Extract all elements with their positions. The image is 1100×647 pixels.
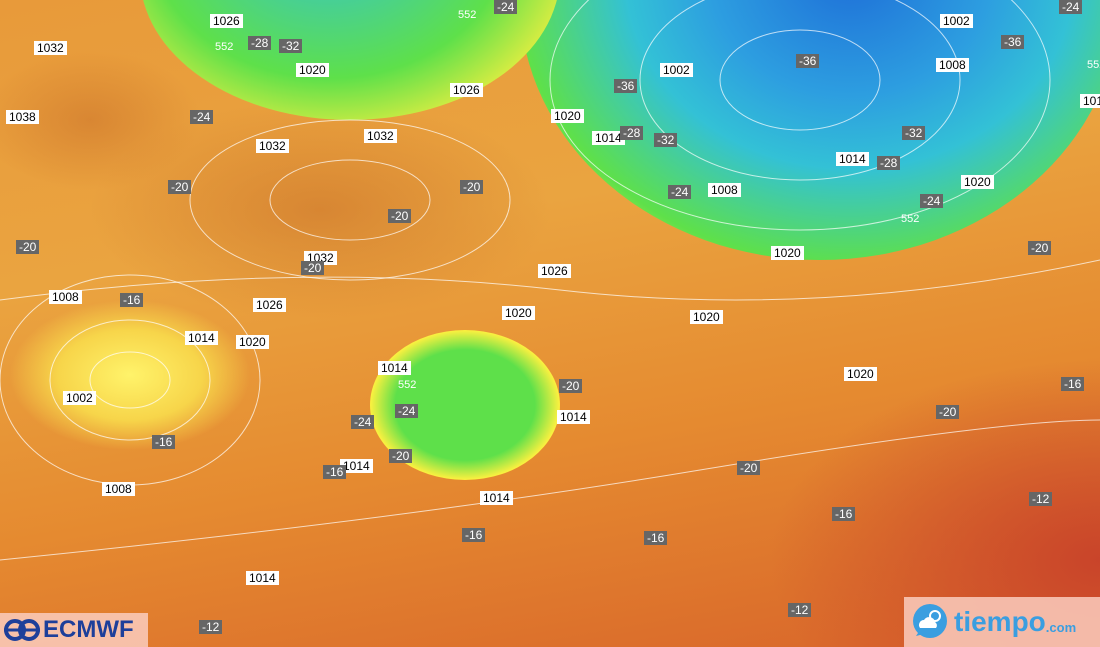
pressure-label: 1020 — [690, 310, 723, 324]
pressure-label: 1002 — [940, 14, 973, 28]
temperature-label: -28 — [248, 36, 272, 50]
temperature-label: -16 — [120, 293, 144, 307]
geopotential-contour-label: 552 — [458, 9, 477, 21]
pressure-label: 1032 — [364, 129, 397, 143]
pressure-label: 1032 — [34, 41, 67, 55]
pressure-label: 1020 — [844, 367, 877, 381]
temperature-label: -20 — [737, 461, 761, 475]
pressure-label: 1014 — [480, 491, 513, 505]
geopotential-contour-label: 552 — [1087, 59, 1100, 71]
pressure-label: 1002 — [660, 63, 693, 77]
pressure-label: 1014 — [185, 331, 218, 345]
temperature-label: -20 — [559, 379, 583, 393]
geopotential-contour-label: 552 — [398, 379, 417, 391]
ecmwf-text: ECMWF — [43, 616, 134, 643]
temperature-label: -32 — [279, 39, 303, 53]
pressure-label: 1026 — [253, 298, 286, 312]
temperature-label: -24 — [395, 404, 419, 418]
temperature-label: -36 — [1001, 35, 1025, 49]
ecmwf-logo: ECMWF — [0, 613, 148, 647]
temperature-label: -24 — [494, 0, 518, 14]
tiempo-text: tiempo — [954, 606, 1046, 637]
pressure-label: 1014 — [592, 131, 625, 145]
temperature-label: -20 — [16, 240, 40, 254]
pressure-label: 1020 — [502, 306, 535, 320]
temperature-label: -16 — [1061, 377, 1085, 391]
temperature-label: -20 — [460, 180, 484, 194]
tiempo-domain: .com — [1045, 619, 1077, 635]
pressure-label: 1026 — [450, 83, 483, 97]
temperature-label: -32 — [654, 133, 678, 147]
pressure-label: 1026 — [210, 14, 243, 28]
pressure-label: 1020 — [771, 246, 804, 260]
pressure-label: 1008 — [708, 183, 741, 197]
pressure-label: 1020 — [296, 63, 329, 77]
temperature-label: -12 — [788, 603, 812, 617]
geopotential-contour-label: 552 — [215, 41, 234, 53]
temperature-label: -36 — [796, 54, 820, 68]
temperature-label: -16 — [462, 528, 486, 542]
pressure-label: 1014 — [557, 410, 590, 424]
temperature-label: -28 — [620, 126, 644, 140]
temperature-label: -16 — [323, 465, 347, 479]
temperature-label: -20 — [1028, 241, 1052, 255]
temperature-label: -16 — [152, 435, 176, 449]
pressure-label: 1014 — [378, 361, 411, 375]
pressure-label: 1008 — [936, 58, 969, 72]
pressure-label: 1020 — [551, 109, 584, 123]
temperature-label: -24 — [351, 415, 375, 429]
temperature-label: -20 — [936, 405, 960, 419]
temperature-label: -16 — [832, 507, 856, 521]
temperature-label: -12 — [199, 620, 223, 634]
temperature-label: -24 — [668, 185, 692, 199]
pressure-label: 1014 — [340, 459, 373, 473]
temperature-label: -20 — [301, 261, 325, 275]
ecmwf-emblem-icon — [4, 619, 40, 641]
pressure-label: 1014 — [246, 571, 279, 585]
pressure-label: 101 — [1080, 94, 1100, 108]
temperature-label: -32 — [902, 126, 926, 140]
temperature-label: -12 — [1029, 492, 1053, 506]
temperature-label: -24 — [1059, 0, 1083, 14]
cloud-sun-chat-icon — [913, 604, 947, 638]
pressure-label: 1008 — [102, 482, 135, 496]
pressure-label: 1008 — [49, 290, 82, 304]
temperature-label: -28 — [877, 156, 901, 170]
pressure-label: 1020 — [961, 175, 994, 189]
pressure-label: 1032 — [256, 139, 289, 153]
pressure-label: 1038 — [6, 110, 39, 124]
pressure-label: 1020 — [236, 335, 269, 349]
pressure-label: 1026 — [538, 264, 571, 278]
pressure-label: 1002 — [63, 391, 96, 405]
temperature-label: -20 — [388, 209, 412, 223]
temperature-label: -24 — [190, 110, 214, 124]
temperature-label: -24 — [920, 194, 944, 208]
temperature-label: -20 — [389, 449, 413, 463]
geopotential-contour-label: 552 — [901, 213, 920, 225]
temperature-label: -20 — [168, 180, 192, 194]
pressure-label: 1014 — [836, 152, 869, 166]
temperature-label: -36 — [614, 79, 638, 93]
temperature-label: -16 — [644, 531, 668, 545]
tiempo-logo[interactable]: tiempo .com — [904, 597, 1100, 647]
